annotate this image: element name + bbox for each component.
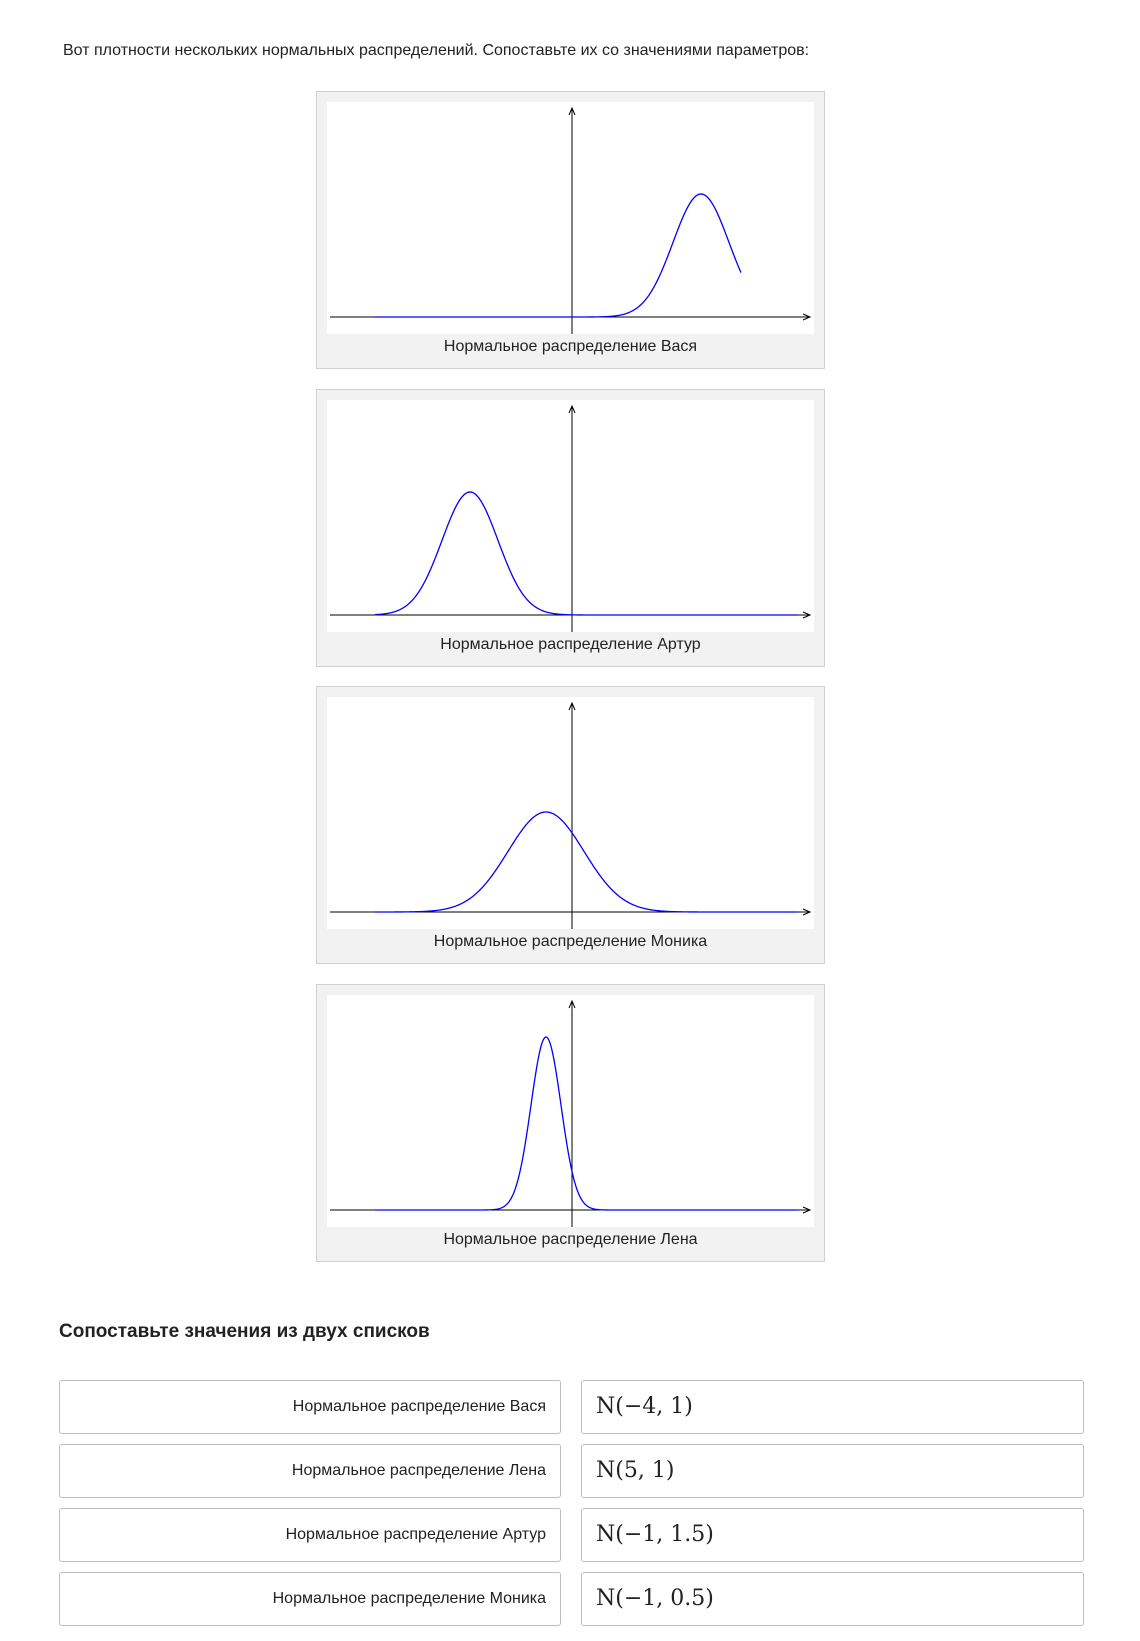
match-right-item[interactable]: N(−1, 0.5) (581, 1572, 1084, 1626)
match-left-label: Нормальное распределение Вася (292, 1398, 546, 1415)
match-left-item[interactable]: Нормальное распределение Моника (59, 1572, 561, 1626)
density-curve (375, 811, 797, 913)
figure-monika: Нормальное распределение Моника (316, 686, 825, 964)
match-left-item[interactable]: Нормальное распределение Вася (59, 1380, 561, 1434)
y-axis-arrow (568, 701, 576, 711)
figure-lena: Нормальное распределение Лена (316, 984, 825, 1262)
formula-label: N(5, 1) (596, 1458, 675, 1483)
match-right-item[interactable]: N(−1, 1.5) (581, 1508, 1084, 1562)
instruction-text: Вот плотности нескольких нормальных расп… (63, 42, 810, 59)
density-curve (375, 193, 742, 318)
density-plot-svg (330, 999, 812, 1227)
match-row: Нормальное распределение Лена N(5, 1) (59, 1444, 1084, 1498)
density-plot-svg (330, 404, 812, 632)
x-axis-arrow (802, 611, 812, 619)
match-left-item[interactable]: Нормальное распределение Лена (59, 1444, 561, 1498)
match-row: Нормальное распределение Вася N(−4, 1) (59, 1380, 1084, 1434)
formula-label: N(−1, 0.5) (596, 1586, 714, 1611)
density-plot-svg (330, 106, 812, 334)
x-axis-arrow (802, 313, 812, 321)
x-axis-arrow (802, 1206, 812, 1214)
figure-caption: Нормальное распределение Моника (433, 933, 708, 950)
match-right-item[interactable]: N(−4, 1) (581, 1380, 1084, 1434)
figure-vasya: Нормальное распределение Вася (316, 91, 825, 369)
figure-caption: Нормальное распределение Лена (443, 1231, 698, 1248)
match-left-label: Нормальное распределение Артур (285, 1526, 546, 1543)
formula-label: N(−4, 1) (596, 1394, 693, 1419)
match-right-item[interactable]: N(5, 1) (581, 1444, 1084, 1498)
x-axis-arrow (802, 908, 812, 916)
density-plot (327, 102, 814, 334)
formula-label: N(−1, 1.5) (596, 1522, 714, 1547)
y-axis-arrow (568, 999, 576, 1009)
figure-caption: Нормальное распределение Артур (440, 636, 701, 653)
match-left-item[interactable]: Нормальное распределение Артур (59, 1508, 561, 1562)
density-plot (327, 697, 814, 929)
density-curve (374, 491, 797, 616)
density-plot-svg (330, 701, 812, 929)
match-row: Нормальное распределение Артур N(−1, 1.5… (59, 1508, 1084, 1562)
y-axis-arrow (568, 106, 576, 116)
figure-caption: Нормальное распределение Вася (443, 338, 698, 355)
density-plot (327, 995, 814, 1227)
match-section-title: Сопоставьте значения из двух списков (59, 1321, 430, 1342)
density-curve (375, 1036, 797, 1211)
density-plot (327, 400, 814, 632)
y-axis-arrow (568, 404, 576, 414)
match-left-label: Нормальное распределение Лена (291, 1462, 546, 1479)
match-left-label: Нормальное распределение Моника (272, 1590, 546, 1607)
figure-artur: Нормальное распределение Артур (316, 389, 825, 667)
match-row: Нормальное распределение Моника N(−1, 0.… (59, 1572, 1084, 1626)
